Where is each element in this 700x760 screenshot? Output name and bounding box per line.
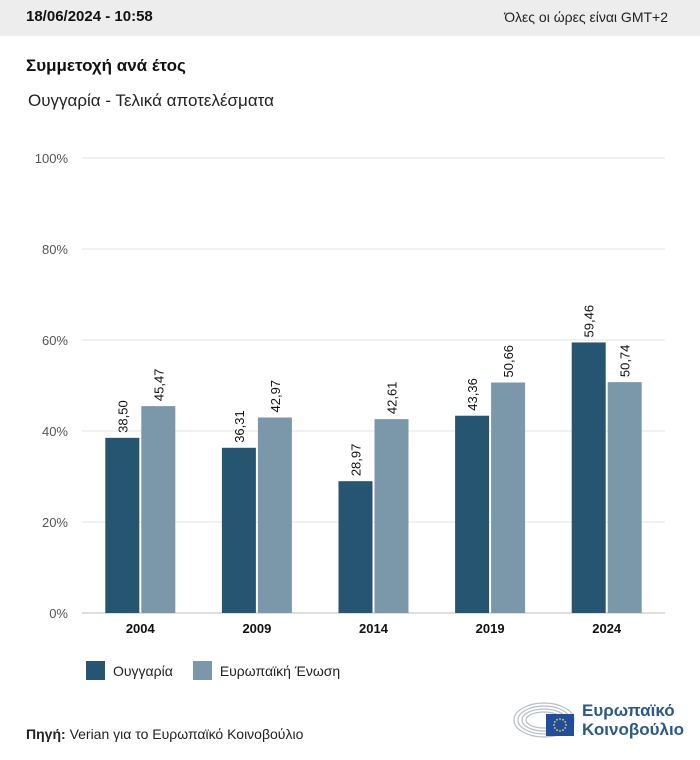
data-label: 42,61 <box>385 382 400 415</box>
data-label: 43,36 <box>465 378 480 411</box>
eu-star-icon <box>556 729 558 732</box>
x-tick-label: 2014 <box>359 621 389 636</box>
data-label: 45,47 <box>151 369 166 402</box>
top-bar: 18/06/2024 - 10:58 Όλες οι ώρες είναι GM… <box>0 0 700 36</box>
eu-star-icon <box>565 724 567 726</box>
y-tick-label: 100% <box>35 151 69 166</box>
source-label: Πηγή: <box>26 726 66 742</box>
bar-hungary-2004 <box>105 437 140 613</box>
y-tick-label: 0% <box>49 606 68 621</box>
data-label: 38,50 <box>115 400 130 433</box>
bar-hungary-2009 <box>221 447 256 613</box>
eu-star-icon <box>562 718 564 721</box>
y-tick-label: 80% <box>42 242 68 257</box>
legend-swatch-hungary <box>86 661 105 680</box>
x-tick-label: 2009 <box>242 621 271 636</box>
parliament-emblem-icon <box>513 702 575 738</box>
bar-eu-2014 <box>374 419 409 613</box>
bar-eu-2009 <box>257 417 292 613</box>
eu-star-icon <box>559 730 561 732</box>
source-note: Πηγή: Verian για το Ευρωπαϊκό Κοινοβούλι… <box>26 726 303 742</box>
y-tick-label: 60% <box>42 333 68 348</box>
data-label: 50,74 <box>618 345 633 378</box>
y-tick-label: 40% <box>42 424 68 439</box>
eu-star-icon <box>556 718 558 721</box>
bar-hungary-2014 <box>338 481 373 613</box>
legend-item-hungary[interactable]: Ουγγαρία <box>86 661 173 680</box>
bar-eu-2019 <box>491 382 526 613</box>
datetime: 18/06/2024 - 10:58 <box>26 8 153 25</box>
logo-line1: Ευρωπαϊκό <box>582 701 675 720</box>
logo-line2: Κοινοβούλιο <box>582 720 685 739</box>
data-label: 42,97 <box>268 380 283 413</box>
data-label: 28,97 <box>349 444 364 477</box>
x-tick-label: 2004 <box>126 621 156 636</box>
chart-subtitle: Ουγγαρία - Τελικά αποτελέσματα <box>28 91 274 110</box>
source-text: Verian για το Ευρωπαϊκό Κοινοβούλιο <box>69 726 304 742</box>
legend-label-eu: Ευρωπαϊκή Ένωση <box>219 662 341 679</box>
eu-star-icon <box>564 721 567 723</box>
x-tick-label: 2024 <box>592 621 622 636</box>
eu-star-icon <box>564 727 567 729</box>
timezone-note: Όλες οι ώρες είναι GMT+2 <box>504 9 668 25</box>
x-tick-label: 2019 <box>476 621 505 636</box>
eu-star-icon <box>553 724 555 726</box>
data-label: 50,66 <box>501 345 516 378</box>
eu-star-icon <box>562 729 564 732</box>
legend-label-hungary: Ουγγαρία <box>113 662 173 679</box>
y-tick-label: 20% <box>42 515 68 530</box>
legend: Ουγγαρία Ευρωπαϊκή Ένωση <box>86 661 360 680</box>
chart-title: Συμμετοχή ανά έτος <box>26 56 186 75</box>
eu-star-icon <box>559 718 561 720</box>
european-parliament-logo: Ευρωπαϊκό Κοινοβούλιο <box>512 700 684 740</box>
eu-star-icon <box>553 727 556 729</box>
data-label: 36,31 <box>232 410 247 443</box>
legend-item-eu[interactable]: Ευρωπαϊκή Ένωση <box>192 661 341 680</box>
bar-hungary-2024 <box>571 342 606 613</box>
bar-eu-2024 <box>607 382 642 613</box>
eu-star-icon <box>553 721 556 723</box>
bar-eu-2004 <box>141 406 176 613</box>
bar-hungary-2019 <box>455 415 490 613</box>
data-label: 59,46 <box>582 305 597 338</box>
legend-swatch-eu <box>192 661 212 680</box>
bar-chart: 0% 20% 40% 60% 80% 100% 38,50 45,47 2004 36,31 42,… <box>35 151 665 636</box>
